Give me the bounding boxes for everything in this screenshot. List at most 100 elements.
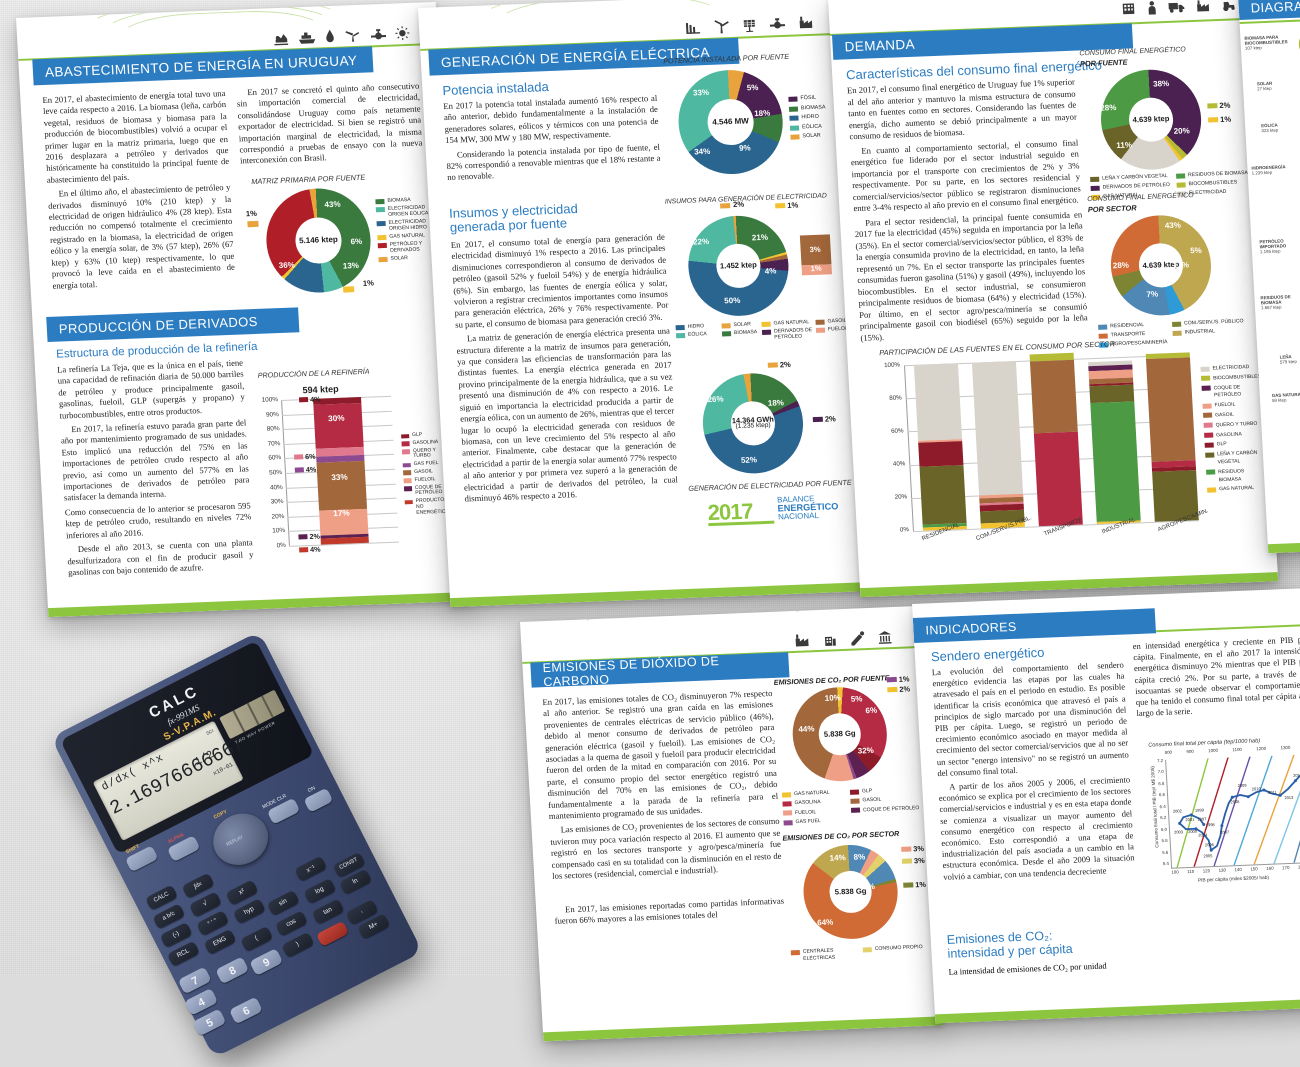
legend-item: HIDRO (789, 114, 826, 123)
stacked-bar-industrial (1088, 360, 1141, 524)
slice-label: 1% (810, 263, 822, 274)
slice-label: 3% (913, 855, 925, 866)
donut: 4.546 MW (675, 68, 786, 176)
oil-pump-icon (274, 33, 289, 45)
icon-strip-generacion (684, 11, 815, 38)
legend-label: LEÑA Y CARBÓN VEGETAL (1102, 173, 1168, 182)
indicadores-tail: La intensidad de emisiones de CO₂ por un… (948, 960, 1107, 977)
legend-label: FUELOIL (794, 809, 817, 816)
svg-text:1999: 1999 (1195, 807, 1205, 812)
legend-label: GAS NATURAL (773, 319, 810, 327)
icon-strip-abastecimiento (272, 22, 423, 48)
svg-text:2003: 2003 (1174, 829, 1184, 834)
paragraph: La refinería La Teja, que es la única en… (56, 357, 246, 421)
chart-insumos: INSUMOS PARA GENERACIÓN DE ELECTRICIDAD … (665, 192, 855, 349)
y-tick: 40% (269, 483, 283, 492)
wind-turbine-icon (714, 19, 729, 33)
donut: 4.639 ktep (1098, 67, 1204, 172)
tractor-icon (1223, 1, 1235, 11)
slice-label: 5% (850, 694, 863, 704)
key-ins[interactable] (316, 920, 350, 947)
legend-label: FUELOIL (414, 475, 436, 483)
legend-item: RESIDENCIAL (1098, 321, 1172, 331)
legend-item: SOLAR (721, 321, 761, 329)
legend-item: SOLAR (790, 133, 827, 142)
page-generacion: GENERACIÓN DE ENERGÍA ELÉCTRICA Potencia… (418, 0, 869, 608)
slice-label: 64% (817, 917, 834, 928)
paragraph: A partir de los años 2005 y 2006, el cre… (938, 774, 1135, 882)
svg-text:2011: 2011 (1268, 789, 1278, 794)
paragraph: En 2017 se concretó el quinto año consec… (236, 80, 423, 166)
seg-glp (918, 441, 964, 467)
subtitle-sendero: Sendero energético (930, 644, 1045, 665)
seg-lena (919, 464, 967, 525)
x-tick: 150 (1250, 866, 1258, 872)
factory-icon (795, 634, 809, 647)
slice-label: 34% (693, 146, 711, 157)
slice-label: 18% (753, 108, 771, 119)
legend-label: GASOIL (827, 317, 847, 325)
legend-item: LEÑA Y CARBÓN VEGETAL (1205, 450, 1268, 468)
svg-text:2005: 2005 (1203, 853, 1213, 858)
donut-center: 4.546 MW (706, 98, 755, 146)
legend-label: GLP (411, 431, 423, 439)
band-derivados: PRODUCCIÓN DE DERIVADOS (46, 307, 300, 342)
legend-label: BIOMASA (733, 329, 758, 337)
building-icon (1122, 3, 1135, 15)
legend-item: GAS NATURAL (761, 319, 815, 327)
y-tick: 6.4 (1159, 803, 1166, 809)
y-tick: 30% (270, 498, 284, 506)
x-tick: 170 (1281, 865, 1290, 871)
abastecimiento-col2: En 2017 se concretó el quinto año consec… (236, 81, 423, 171)
legend-item: CENTRALES ELÉCTRICAS (790, 946, 864, 963)
legend-item: GASOLINA (782, 798, 850, 808)
paragraph: Como consecuencia de lo anterior se proc… (64, 500, 252, 541)
donut-center-label: 4.639 ktep (1132, 113, 1170, 125)
paragraph: En 2017, las emisiones reportadas como p… (554, 895, 785, 926)
x-tick: 130 (1218, 867, 1227, 873)
y-tick: 20% (271, 512, 285, 521)
x-tick: 110 (1187, 868, 1195, 875)
bar-callout: 6% (294, 452, 316, 462)
person-icon (1148, 1, 1156, 15)
slice-label: 2% (732, 199, 745, 210)
slice-label: 28% (1112, 260, 1130, 271)
legend-label: COM./SERV./S. PÚBLICO (1183, 318, 1244, 327)
slice-label: 2% (779, 359, 792, 370)
y-tick: 80% (266, 425, 280, 433)
y-tick: 50% (268, 469, 283, 477)
slice-label: 3% (809, 244, 821, 255)
slice-swatch (247, 220, 259, 228)
seg-gasoil (1145, 357, 1196, 462)
chart-generacion-electricidad: 14.364 GWh (1.235 ktep) 52% 26% 2% 18% 2… (680, 359, 865, 528)
donut-center-label: 1.452 ktep (719, 260, 757, 271)
y-tick: 10% (272, 527, 286, 535)
legend-item: ELECTRICIDAD ORIGEN EÓLICA (375, 204, 434, 218)
chart-title: INSUMOS PARA GENERACIÓN DE ELECTRICIDAD (664, 192, 827, 206)
top-tick: 1200 (1256, 745, 1267, 752)
paragraph: En 2017, las emisiones totales de CO₂ di… (542, 687, 779, 822)
donut-center: 4.639 ktep (1127, 96, 1175, 143)
band-abastecimiento-label: ABASTECIMIENTO DE ENERGÍA EN URUGUAY (44, 52, 358, 80)
diagrama-node: BIOMASA PARA BIOCOMBUSTIBLES 107 ktep (1244, 27, 1300, 79)
y-tick: 6.6 (1158, 792, 1166, 798)
y-tick: 6.8 (1158, 780, 1165, 787)
donut-center: 5.146 ktep (294, 216, 343, 265)
slice-swatch (720, 203, 731, 209)
bar-callout: 4% (294, 465, 316, 475)
legend-label: GASOLINA (794, 799, 821, 807)
slice-label: 8% (853, 852, 866, 862)
seg-gasolina (1033, 431, 1083, 527)
donut-center: 5.838 Gg (828, 870, 873, 914)
donut: 5.838 Gg (800, 843, 901, 941)
chart-consumo-sector: CONSUMO FINAL ENERGÉTICO POR SECTOR 4.63… (1085, 190, 1265, 347)
paragraph: En 2017 la potencia total instalada aume… (443, 92, 659, 146)
chart-emisiones-sector: EMISIONES DE CO₂ POR SECTOR 5.838 Gg 14%… (782, 828, 941, 994)
bank-icon (878, 631, 892, 644)
paragraph: En 2017, el consumo final energético de … (846, 76, 1078, 142)
paragraph: En cuanto al comportamiento sectorial, e… (850, 136, 1081, 214)
y-tick: 20% (894, 493, 908, 501)
svg-text:2000: 2000 (1188, 829, 1198, 834)
y-tick: 7.0 (1157, 769, 1164, 775)
legend-item: GAS FUEL (783, 817, 851, 827)
